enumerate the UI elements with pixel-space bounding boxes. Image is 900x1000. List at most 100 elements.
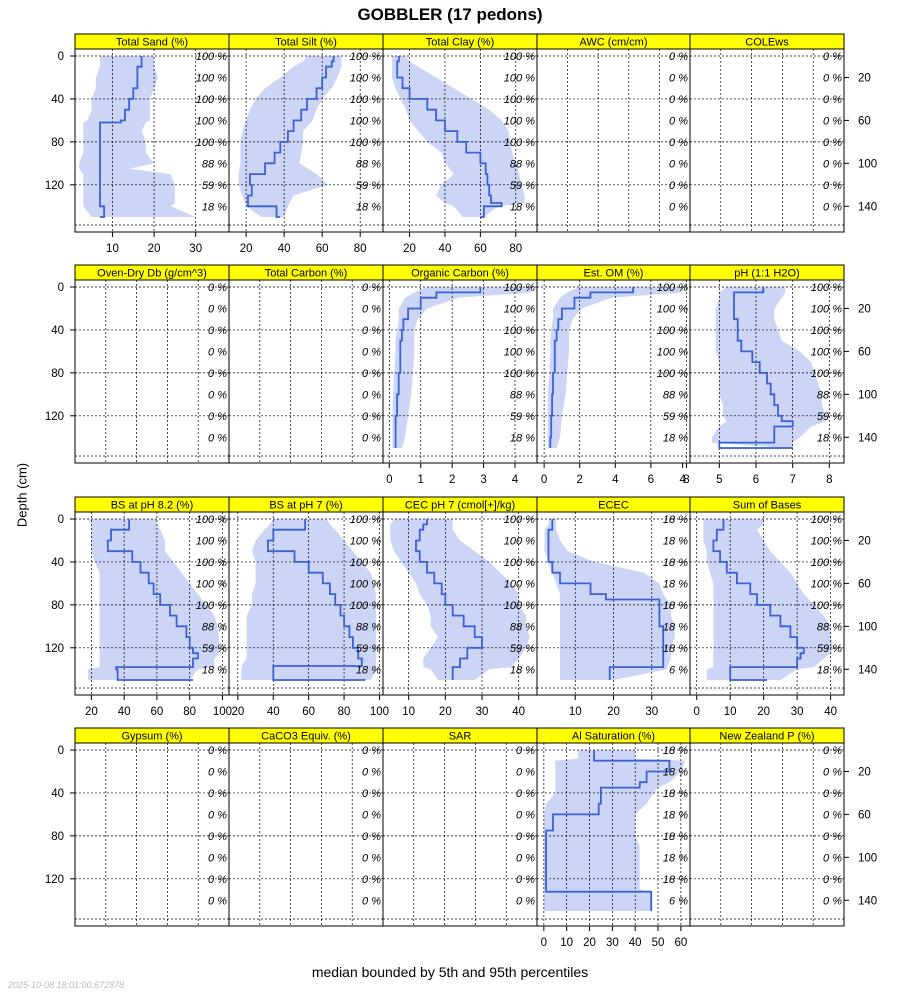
median-line (247, 56, 335, 218)
panel-title: BS at pH 8.2 (%) (111, 500, 194, 512)
x-tick-label: 6 (648, 474, 654, 486)
pct-label: 0 % (516, 766, 535, 778)
pct-label: 0 % (208, 766, 227, 778)
pct-label: 100 % (350, 514, 381, 526)
pct-label: 0 % (362, 745, 381, 757)
x-tick-label: 20 (607, 706, 620, 718)
y-tick-label: 120 (45, 643, 64, 655)
panel-title: SAR (449, 731, 472, 743)
pct-label: 100 % (504, 557, 535, 569)
pct-label: 100 % (196, 72, 227, 84)
pct-label: 0 % (362, 389, 381, 401)
pct-label: 18 % (663, 643, 688, 655)
y-axis-label: Depth (cm) (14, 462, 30, 528)
y-tick-label: 80 (51, 368, 64, 380)
x-tick-label: 60 (302, 706, 315, 718)
pct-label: 100 % (504, 535, 535, 547)
pct-label: 18 % (356, 201, 381, 213)
x-tick-label: 5 (716, 474, 722, 486)
percentile-band (703, 519, 834, 680)
pct-label: 100 % (504, 137, 535, 149)
pct-label: 0 % (208, 432, 227, 444)
pct-label: 0 % (362, 809, 381, 821)
x-tick-label: 40 (629, 937, 642, 949)
x-tick-label: 8 (683, 474, 689, 486)
pct-label: 0 % (823, 158, 842, 170)
x-tick-label: 100 (370, 706, 389, 718)
x-tick-label: 2 (576, 474, 582, 486)
pct-label: 0 % (208, 788, 227, 800)
x-tick-label: 30 (645, 706, 658, 718)
pct-label: 0 % (208, 411, 227, 423)
x-tick-label: 3 (480, 474, 486, 486)
pct-label: 0 % (362, 346, 381, 358)
y-tick-label: 100 (858, 158, 877, 170)
pct-label: 18 % (663, 578, 688, 590)
panel-title: CaCO3 Equiv. (%) (261, 731, 351, 743)
y-tick-label: 60 (858, 578, 871, 590)
pct-label: 100 % (350, 557, 381, 569)
percentile-band (241, 519, 376, 680)
pct-label: 0 % (823, 831, 842, 843)
pct-label: 100 % (504, 368, 535, 380)
pct-label: 100 % (657, 325, 688, 337)
percentile-band (712, 287, 826, 448)
pct-label: 59 % (510, 180, 535, 192)
pct-label: 100 % (811, 368, 842, 380)
percentile-band (392, 287, 531, 448)
pct-label: 0 % (516, 831, 535, 843)
x-tick-label: 0 (541, 937, 547, 949)
y-tick-label: 120 (45, 180, 64, 192)
y-tick-label: 60 (858, 809, 871, 821)
pct-label: 0 % (208, 282, 227, 294)
pct-label: 100 % (657, 368, 688, 380)
pct-label: 0 % (669, 115, 688, 127)
pct-label: 0 % (208, 325, 227, 337)
pct-label: 0 % (516, 809, 535, 821)
x-tick-label: 10 (724, 706, 737, 718)
x-tick-label: 6 (753, 474, 759, 486)
pct-label: 100 % (196, 51, 227, 63)
y-tick-label: 60 (858, 115, 871, 127)
x-tick-label: 8 (826, 474, 832, 486)
median-line (99, 56, 143, 218)
pct-label: 100 % (504, 346, 535, 358)
pct-label: 59 % (510, 643, 535, 655)
pct-label: 0 % (208, 831, 227, 843)
pct-label: 0 % (362, 831, 381, 843)
x-tick-label: 20 (85, 706, 98, 718)
pct-label: 0 % (669, 72, 688, 84)
x-tick-label: 80 (354, 243, 367, 255)
pct-label: 18 % (356, 664, 381, 676)
x-tick-label: 60 (316, 243, 329, 255)
pct-label: 18 % (663, 874, 688, 886)
x-tick-label: 0 (541, 474, 547, 486)
pct-label: 18 % (817, 664, 842, 676)
pct-label: 100 % (504, 600, 535, 612)
pct-label: 59 % (663, 411, 688, 423)
y-tick-label: 120 (45, 411, 64, 423)
x-tick-label: 80 (509, 243, 522, 255)
panel-frame (689, 48, 845, 233)
y-tick-label: 60 (858, 346, 871, 358)
pct-label: 0 % (823, 137, 842, 149)
panel-title: Total Silt (%) (275, 37, 337, 49)
y-tick-label: 20 (858, 766, 871, 778)
panel-title: Al Saturation (%) (572, 731, 655, 743)
median-line (415, 519, 483, 680)
pct-label: 18 % (817, 432, 842, 444)
percentile-band (543, 750, 686, 911)
x-tick-label: 2 (449, 474, 455, 486)
pct-label: 59 % (817, 643, 842, 655)
median-line (712, 519, 805, 681)
pct-label: 0 % (823, 766, 842, 778)
pct-label: 0 % (823, 895, 842, 907)
x-tick-label: 20 (439, 706, 452, 718)
pct-label: 18 % (663, 514, 688, 526)
pct-label: 0 % (823, 94, 842, 106)
pct-label: 0 % (362, 874, 381, 886)
pct-label: 100 % (350, 51, 381, 63)
x-axis-label: median bounded by 5th and 95th percentil… (311, 964, 589, 980)
pct-label: 18 % (663, 600, 688, 612)
pct-label: 88 % (202, 621, 227, 633)
